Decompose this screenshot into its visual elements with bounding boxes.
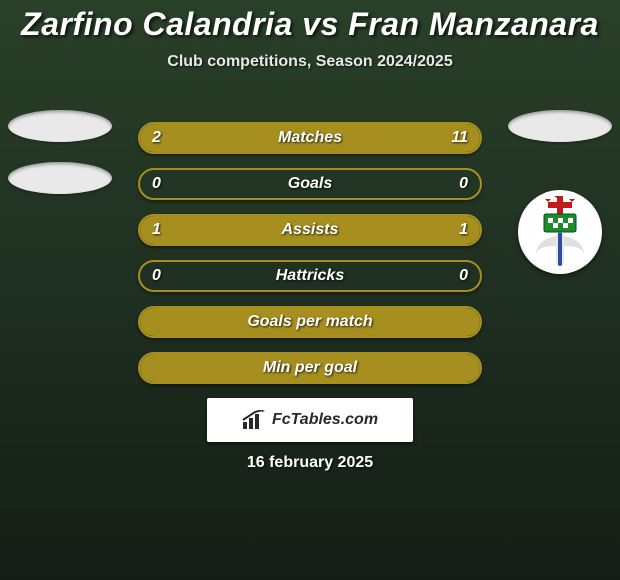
stat-bar: Assists1 1 — [138, 214, 482, 246]
brand-chart-icon — [242, 410, 266, 430]
crest-icon — [530, 196, 590, 268]
brand-text: FcTables.com — [272, 411, 378, 429]
brand-box[interactable]: FcTables.com — [207, 398, 413, 442]
bar-label: Goals per match — [140, 308, 480, 336]
bar-value-right: 0 — [459, 262, 468, 290]
player-badge-left-2 — [8, 162, 112, 194]
club-crest-right — [518, 190, 602, 274]
card-content: Zarfino Calandria vs Fran Manzanara Club… — [0, 0, 620, 580]
left-badges — [8, 110, 112, 274]
stat-bar: Goals0 0 — [138, 168, 482, 200]
bar-value-right: 0 — [459, 170, 468, 198]
bar-label: Matches — [140, 124, 480, 152]
bar-label: Hattricks — [140, 262, 480, 290]
stat-bar: Goals per match — [138, 306, 482, 338]
date-text: 16 february 2025 — [0, 454, 620, 472]
stat-bar: Hattricks0 0 — [138, 260, 482, 292]
bar-value-left: 2 — [152, 124, 161, 152]
stat-bar: Matches2 11 — [138, 122, 482, 154]
bar-value-right: 11 — [451, 124, 468, 152]
stat-bar: Min per goal — [138, 352, 482, 384]
bar-value-left: 1 — [152, 216, 161, 244]
bar-value-left: 0 — [152, 170, 161, 198]
subtitle: Club competitions, Season 2024/2025 — [0, 53, 620, 71]
stat-bars: Matches211Goals00Assists11Hattricks00Goa… — [138, 122, 482, 384]
bar-value-right: 1 — [459, 216, 468, 244]
bar-value-left: 0 — [152, 262, 161, 290]
player-badge-right-1 — [508, 110, 612, 142]
player-badge-left-1 — [8, 110, 112, 142]
bar-label: Assists — [140, 216, 480, 244]
right-badges — [508, 110, 612, 274]
page-title: Zarfino Calandria vs Fran Manzanara — [0, 0, 620, 43]
bar-label: Goals — [140, 170, 480, 198]
bar-label: Min per goal — [140, 354, 480, 382]
